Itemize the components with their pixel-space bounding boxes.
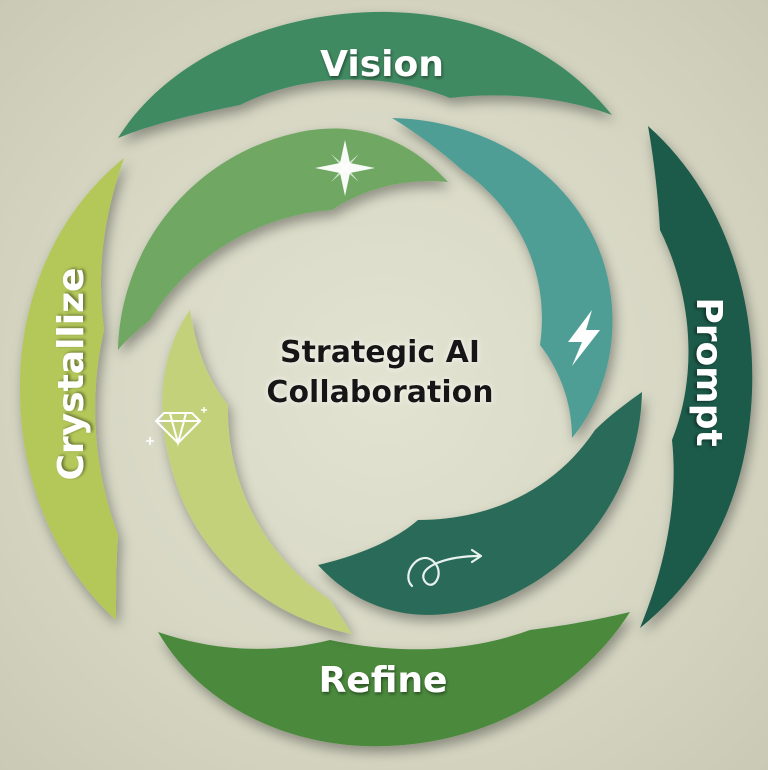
center-title-line-1: Strategic AI	[280, 335, 480, 370]
diamond-icon	[146, 407, 207, 447]
inner-arrow-prompt	[392, 118, 613, 438]
refine-segment	[158, 612, 630, 747]
inner-arrow-refine	[318, 392, 642, 615]
center-title: Strategic AI Collaboration	[266, 335, 493, 410]
refine-label: Refine	[319, 660, 448, 701]
crystallize-segment	[19, 158, 124, 620]
vision-segment	[118, 11, 612, 138]
squiggle-arrow-icon	[407, 548, 483, 588]
crystallize-label: Crystallize	[51, 268, 92, 481]
inner-arrow-vision	[118, 128, 448, 350]
outer-ring	[19, 11, 753, 747]
lightning-icon	[568, 310, 600, 366]
prompt-segment	[640, 126, 753, 628]
sparkle-star-icon	[315, 140, 375, 196]
vision-label: Vision	[320, 44, 444, 85]
inner-arrow-crystallize	[162, 310, 352, 634]
prompt-label: Prompt	[688, 297, 729, 446]
inner-arrows	[118, 118, 642, 634]
center-title-line-2: Collaboration	[266, 375, 493, 410]
